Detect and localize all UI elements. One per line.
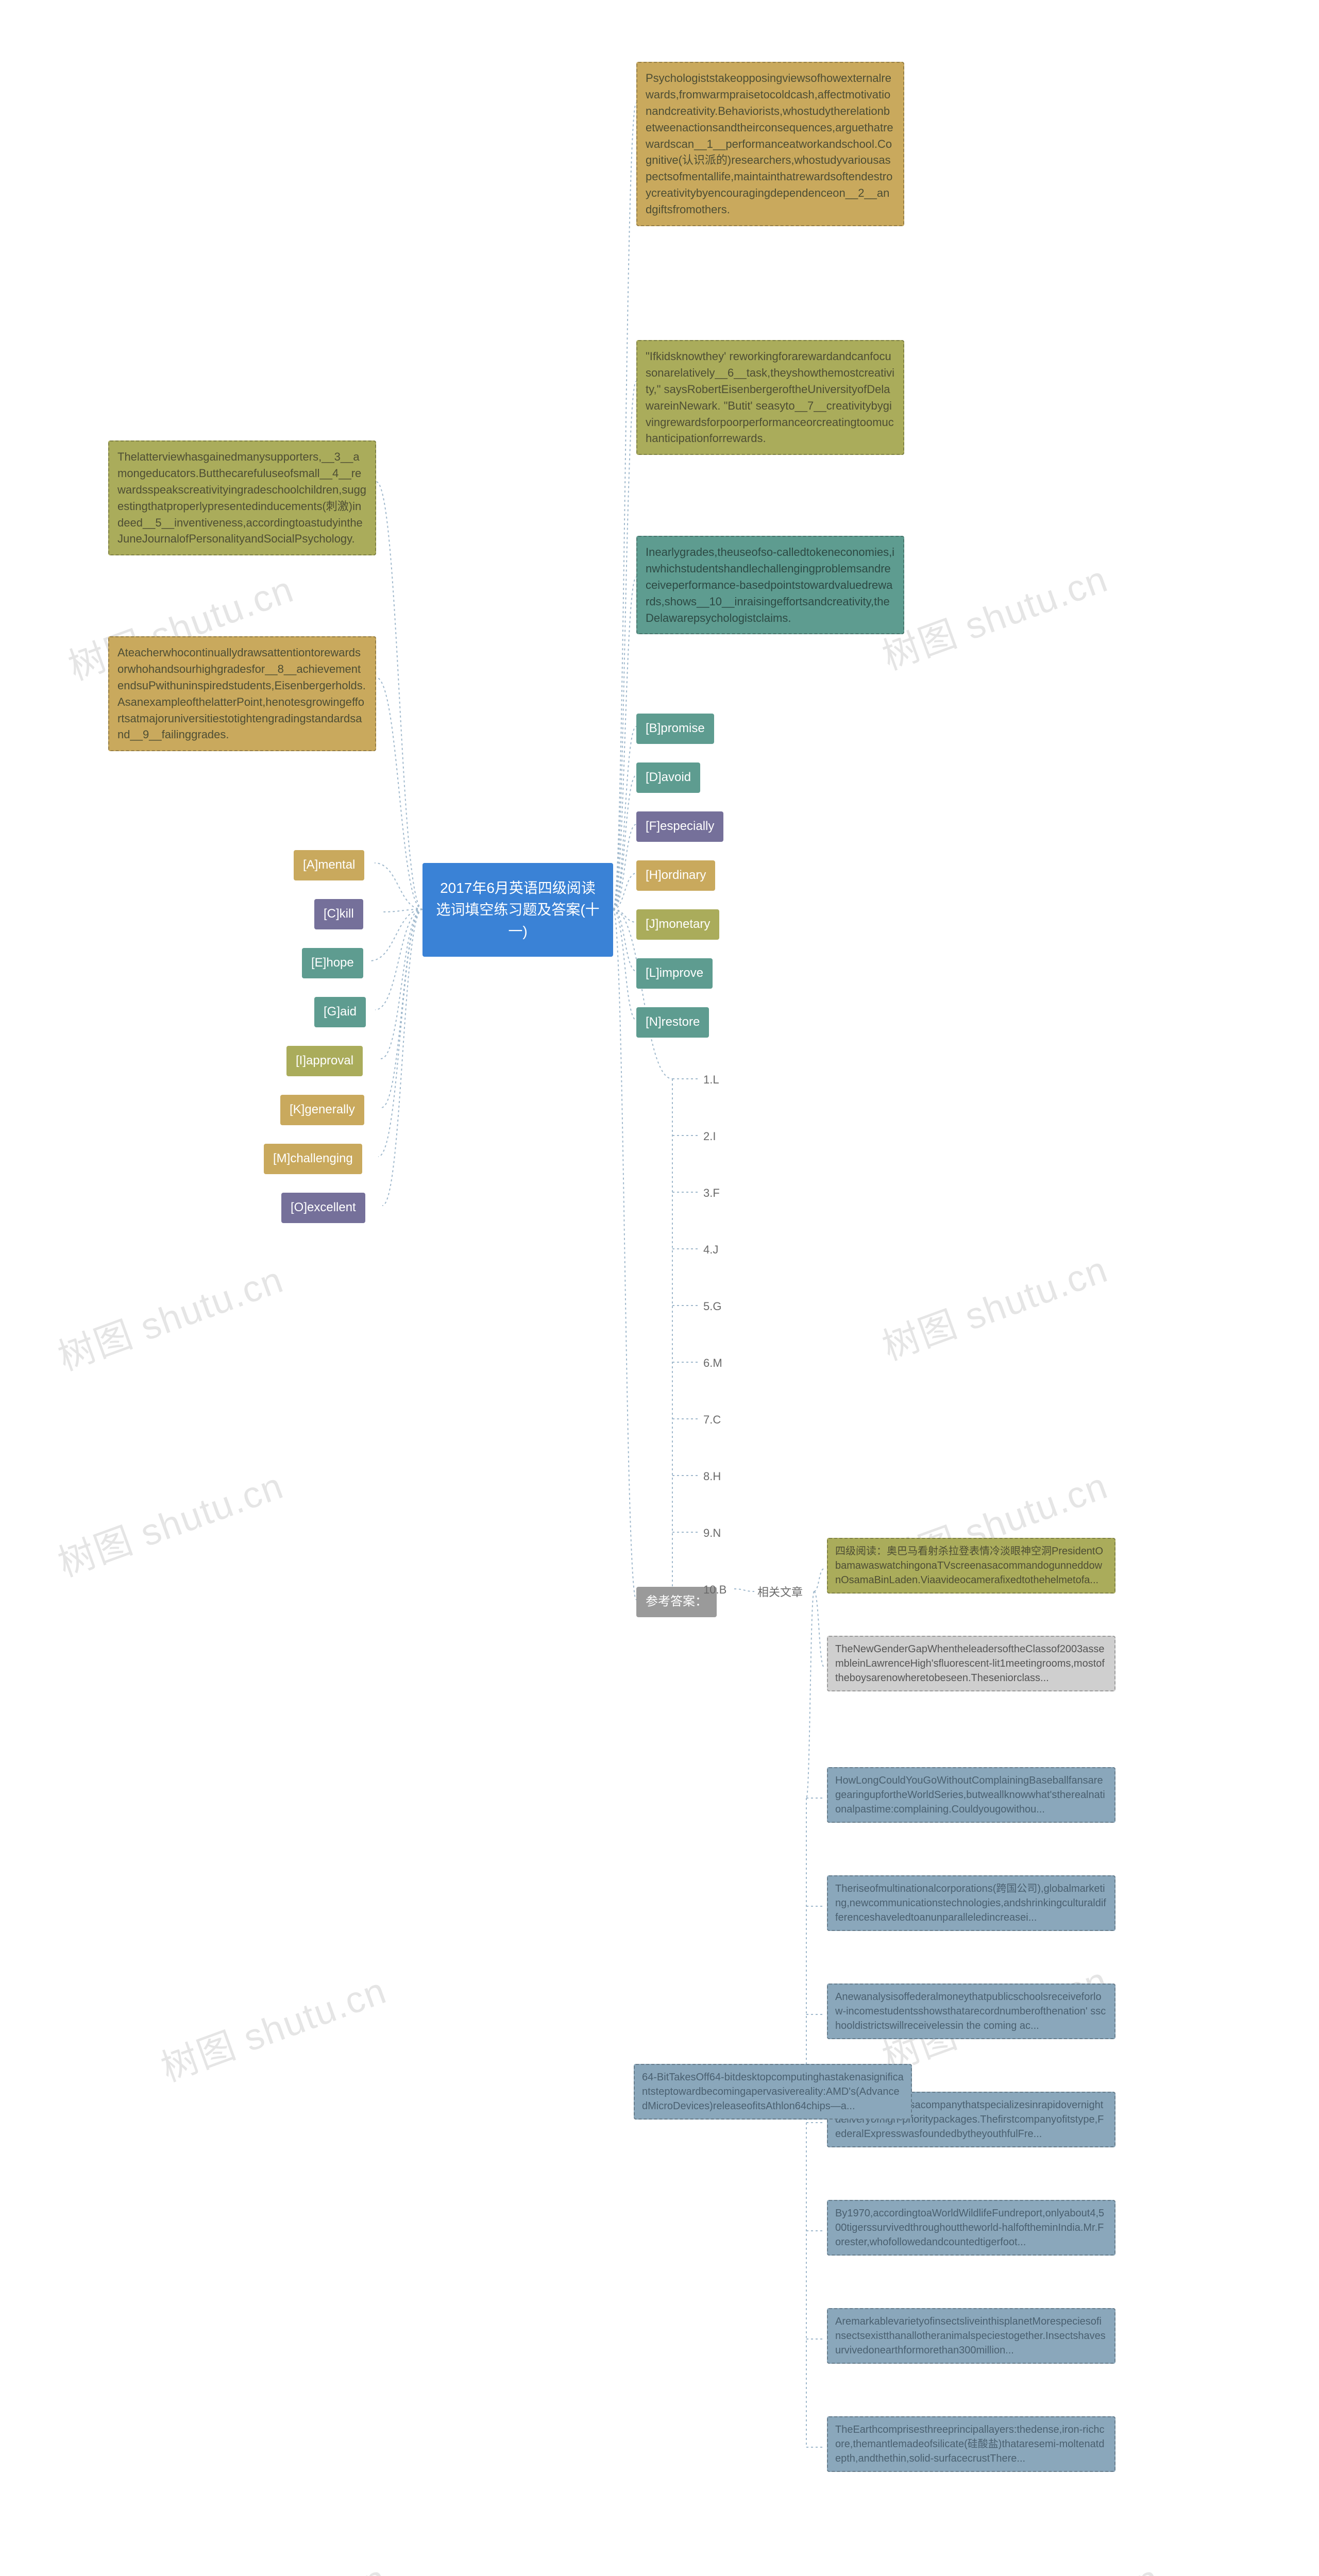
watermark: 树图 shutu.cn (49, 1249, 290, 1381)
related-article: Anewanalysisoffederalmoneythatpublicscho… (827, 1984, 1115, 2039)
related-article: Theriseofmultinationalcorporations(跨国公司)… (827, 1875, 1115, 1931)
root-node: 2017年6月英语四级阅读选词填空练习题及答案(十一) (422, 863, 613, 957)
watermark: 树图 shutu.cn (925, 2548, 1165, 2576)
watermark: 树图 shutu.cn (874, 549, 1114, 680)
L9: [M]challenging (264, 1144, 362, 1174)
related-article: 64-BitTakesOff64-bitdesktopcomputinghast… (634, 2064, 912, 2120)
L2: Ateacherwhocontinuallydrawsattentiontore… (108, 636, 376, 751)
watermark: 树图 shutu.cn (49, 1455, 290, 1587)
R3: Inearlygrades,theuseofso-calledtokenecon… (636, 536, 904, 634)
related-article: Aremarkablevarietyofinsectsliveinthispla… (827, 2308, 1115, 2364)
answer-10-B: 10.B (703, 1582, 726, 1598)
answer-8-H: 8.H (703, 1468, 721, 1485)
R6: [F]especially (636, 811, 723, 842)
L5: [E]hope (302, 948, 363, 978)
related-article: TheNewGenderGapWhentheleadersoftheClasso… (827, 1636, 1115, 1691)
R1: Psychologiststakeopposingviewsofhowexter… (636, 62, 904, 226)
answer-2-I: 2.I (703, 1128, 716, 1145)
L4: [C]kill (314, 899, 363, 929)
L6: [G]aid (314, 997, 366, 1027)
related-article: HowLongCouldYouGoWithoutComplainingBaseb… (827, 1767, 1115, 1823)
watermark: 树图 shutu.cn (153, 2548, 393, 2576)
L10: [O]excellent (281, 1193, 365, 1223)
R9: [L]improve (636, 958, 713, 989)
watermark: 树图 shutu.cn (153, 1960, 393, 2092)
related-label: 相关文章 (757, 1584, 803, 1601)
watermark: 树图 shutu.cn (874, 1239, 1114, 1370)
answer-7-C: 7.C (703, 1412, 721, 1428)
mindmap-canvas: 树图 shutu.cn 树图 shutu.cn 树图 shutu.cn 树图 shut… (0, 0, 1319, 2576)
R2: "Ifkidsknowthey' reworkingforarewardandc… (636, 340, 904, 455)
L7: [I]approval (286, 1046, 363, 1076)
answer-6-M: 6.M (703, 1355, 722, 1371)
R8: [J]monetary (636, 909, 719, 940)
answer-9-N: 9.N (703, 1525, 721, 1541)
L3: [A]mental (294, 850, 364, 880)
answer-5-G: 5.G (703, 1298, 721, 1315)
R4: [B]promise (636, 714, 714, 744)
answer-3-F: 3.F (703, 1185, 720, 1201)
R10: [N]restore (636, 1007, 709, 1038)
L8: [K]generally (280, 1095, 364, 1125)
R7: [H]ordinary (636, 860, 715, 891)
R5: [D]avoid (636, 762, 700, 793)
L1: Thelatterviewhasgainedmanysupporters,__3… (108, 440, 376, 555)
related-article: TheEarthcomprisesthreeprincipallayers:th… (827, 2416, 1115, 2472)
related-article: 四级阅读：奥巴马看射杀拉登表情冷淡眼神空洞PresidentObamawaswa… (827, 1538, 1115, 1594)
related-article: By1970,accordingtoaWorldWildlifeFundrepo… (827, 2200, 1115, 2256)
answer-4-J: 4.J (703, 1242, 718, 1258)
answer-1-L: 1.L (703, 1072, 719, 1088)
